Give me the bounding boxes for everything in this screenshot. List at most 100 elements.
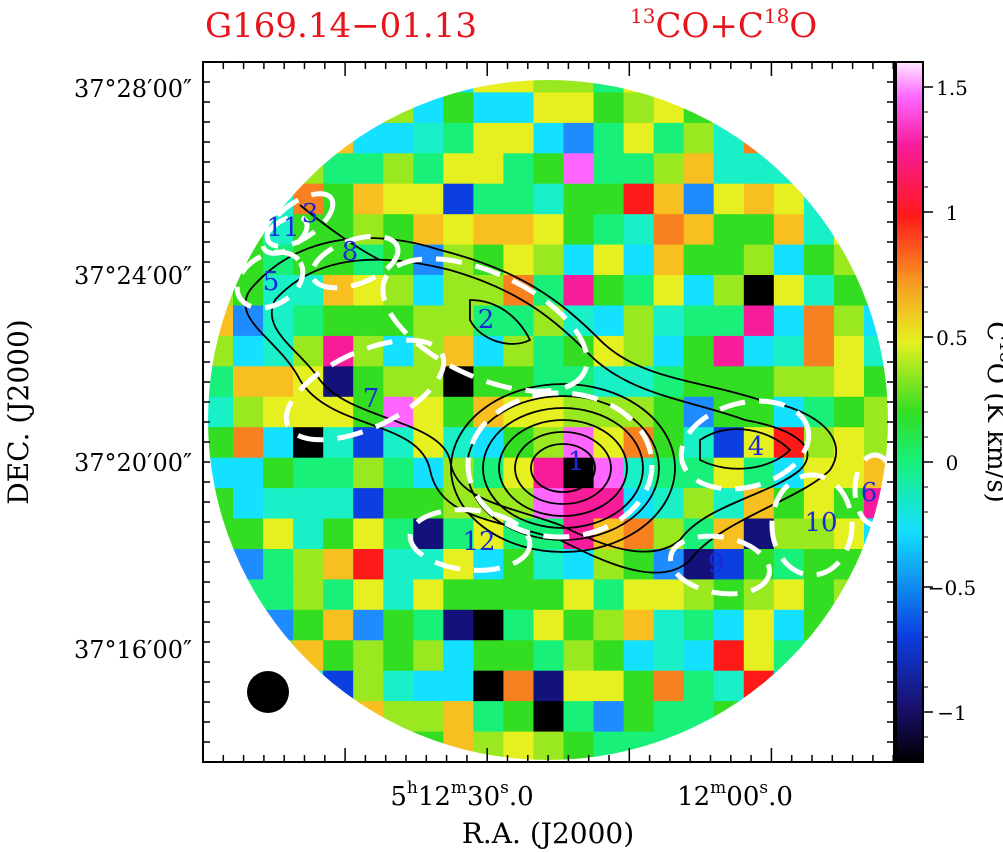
map-pixel <box>383 122 414 154</box>
map-pixel <box>653 609 685 641</box>
map-pixel <box>683 488 715 520</box>
map-pixel <box>233 183 264 215</box>
map-pixel <box>743 244 775 276</box>
map-pixel <box>773 518 805 550</box>
map-pixel <box>593 153 625 185</box>
core-label: 2 <box>478 305 495 335</box>
map-pixel <box>263 640 294 672</box>
map-pixel <box>293 122 324 154</box>
map-pixel <box>773 153 805 185</box>
map-pixel <box>473 183 504 215</box>
map-pixel <box>593 214 625 246</box>
map-pixel <box>443 609 474 641</box>
map-pixel <box>593 92 625 124</box>
map-pixel <box>563 579 595 611</box>
map-pixel <box>233 549 264 580</box>
map-pixel <box>833 275 865 306</box>
map-pixel <box>383 701 414 733</box>
map-pixel <box>743 640 775 672</box>
map-pixel <box>323 609 354 641</box>
map-pixel <box>833 366 865 398</box>
map-pixel <box>353 549 384 580</box>
map-pixel <box>593 244 625 276</box>
map-pixel <box>383 457 414 489</box>
core-ellipse <box>407 507 533 573</box>
map-pixel <box>653 335 685 367</box>
map-pixel <box>623 549 655 580</box>
map-pixel <box>323 153 354 185</box>
map-pixel <box>864 92 888 124</box>
map-pixel <box>208 731 234 760</box>
map-pixel <box>743 731 775 760</box>
map-pixel <box>713 366 745 398</box>
map-pixel <box>533 153 565 185</box>
map-pixel <box>773 305 805 337</box>
map-pixel <box>623 122 655 154</box>
colorbar-tick-label: −1 <box>937 701 966 725</box>
map-pixel <box>713 183 745 215</box>
contour-line <box>270 258 809 553</box>
map-pixel <box>563 92 595 124</box>
map-pixel <box>864 549 888 580</box>
map-pixel <box>233 335 264 367</box>
map-pixel <box>413 670 444 702</box>
map-pixel <box>293 427 324 459</box>
map-pixel <box>473 579 504 611</box>
map-pixel <box>593 305 625 337</box>
map-pixel <box>208 183 234 215</box>
map-pixel <box>773 92 805 124</box>
map-pixel <box>208 366 234 398</box>
map-pixel <box>208 609 234 641</box>
map-pixel <box>503 457 534 489</box>
map-pixel <box>653 275 685 306</box>
map-pixel <box>653 366 685 398</box>
y-tick-label: 37°16′00″ <box>74 636 192 664</box>
core-ellipse <box>264 191 336 249</box>
map-pixel <box>713 244 745 276</box>
contour-line <box>530 443 596 493</box>
map-pixel <box>563 80 595 93</box>
map-pixel <box>293 457 324 489</box>
map-pixel <box>443 731 474 760</box>
map-pixel <box>653 396 685 428</box>
map-pixel <box>833 122 865 154</box>
map-pixel <box>743 214 775 246</box>
map-pixel <box>833 670 865 702</box>
map-pixel <box>773 427 805 459</box>
map-pixel <box>563 122 595 154</box>
map-pixel <box>833 396 865 428</box>
map-pixel <box>323 701 354 733</box>
map-pixel <box>713 427 745 459</box>
map-pixel <box>713 335 745 367</box>
map-pixel <box>864 153 888 185</box>
map-pixel <box>473 549 504 580</box>
map-pixel <box>323 640 354 672</box>
map-pixel <box>773 122 805 154</box>
core-label: 5 <box>263 267 280 297</box>
map-pixel <box>233 153 264 185</box>
map-pixel <box>864 396 888 428</box>
map-pixel <box>773 579 805 611</box>
map-pixel <box>208 488 234 520</box>
core-label: 7 <box>363 384 380 414</box>
map-pixel <box>323 518 354 550</box>
map-pixel <box>383 549 414 580</box>
map-pixel <box>773 366 805 398</box>
map-pixel <box>803 701 835 733</box>
map-pixel <box>208 244 234 276</box>
map-pixel <box>713 457 745 489</box>
map-pixel <box>653 305 685 337</box>
map-pixel <box>623 214 655 246</box>
map-pixel <box>833 183 865 215</box>
map-pixel <box>473 153 504 185</box>
map-pixel <box>533 579 565 611</box>
map-pixel <box>653 122 685 154</box>
map-pixel <box>233 640 264 672</box>
map-pixel <box>803 335 835 367</box>
map-pixel <box>353 457 384 489</box>
core-ellipse <box>769 472 855 578</box>
core-ellipse <box>309 233 401 291</box>
map-pixel <box>833 80 865 93</box>
map-pixel <box>563 244 595 276</box>
map-pixel <box>563 214 595 246</box>
